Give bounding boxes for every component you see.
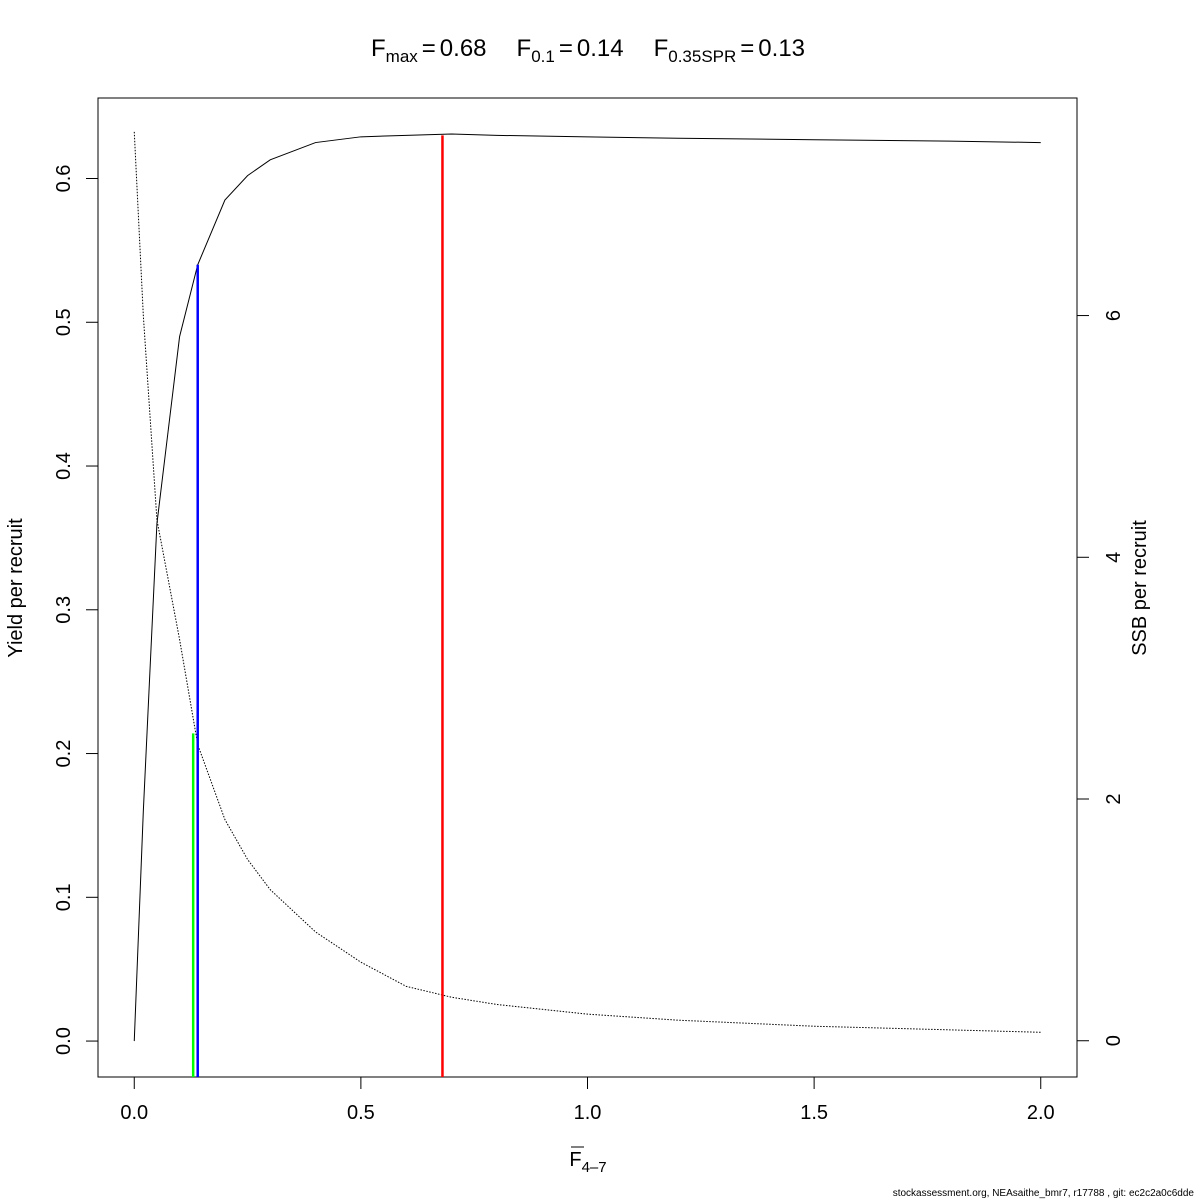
x-tick-label: 1.0 — [574, 1102, 602, 1124]
title-equals: = — [740, 35, 754, 62]
y-tick-label: 0.5 — [53, 308, 75, 336]
x-label-subscript: 4–7 — [582, 1159, 607, 1176]
y-tick-label: 0.4 — [53, 452, 75, 480]
y-tick-label: 0.3 — [53, 596, 75, 624]
y2-axis-label: SSB per recruit — [1129, 520, 1151, 656]
y-axis-label: Yield per recruit — [5, 518, 27, 658]
title-subscript: max — [386, 47, 419, 66]
y2-tick-label: 6 — [1103, 310, 1125, 321]
x-tick-label: 0.5 — [347, 1102, 375, 1124]
footer: stockassessment.org, NEAsaithe_bmr7, r17… — [893, 1188, 1195, 1199]
y-tick-label: 0.1 — [53, 883, 75, 911]
title-value: 0.68 — [440, 35, 487, 62]
title-symbol: F — [517, 35, 532, 62]
title-symbol: F — [654, 35, 669, 62]
title-subscript: 0.35SPR — [668, 47, 736, 66]
title-value: 0.14 — [577, 35, 624, 62]
y-tick-label: 0.2 — [53, 740, 75, 768]
title-value: 0.13 — [758, 35, 805, 62]
y2-tick-label: 4 — [1103, 552, 1125, 563]
title-subscript: 0.1 — [531, 47, 555, 66]
title-equals: = — [422, 35, 436, 62]
x-tick-label: 1.5 — [800, 1102, 828, 1124]
series-line — [133, 133, 1041, 1042]
x-axis-label: F4–7 — [569, 1149, 606, 1176]
x-tick-label: 0.0 — [120, 1102, 148, 1124]
title-symbol: F — [371, 35, 386, 62]
y-tick-label: 0.0 — [53, 1027, 75, 1055]
series-line — [133, 131, 1041, 1033]
y2-tick-label: 0 — [1103, 1035, 1125, 1046]
x-tick-label: 2.0 — [1027, 1102, 1055, 1124]
y2-tick-label: 2 — [1103, 793, 1125, 804]
x-label-symbol: F — [569, 1149, 581, 1171]
title-equals: = — [559, 35, 573, 62]
chart-title: Fmax = 0.68 F0.1 = 0.14 F0.35SPR = 0.13 — [371, 35, 805, 66]
plot-frame — [97, 97, 1078, 1078]
y-tick-label: 0.6 — [53, 165, 75, 193]
